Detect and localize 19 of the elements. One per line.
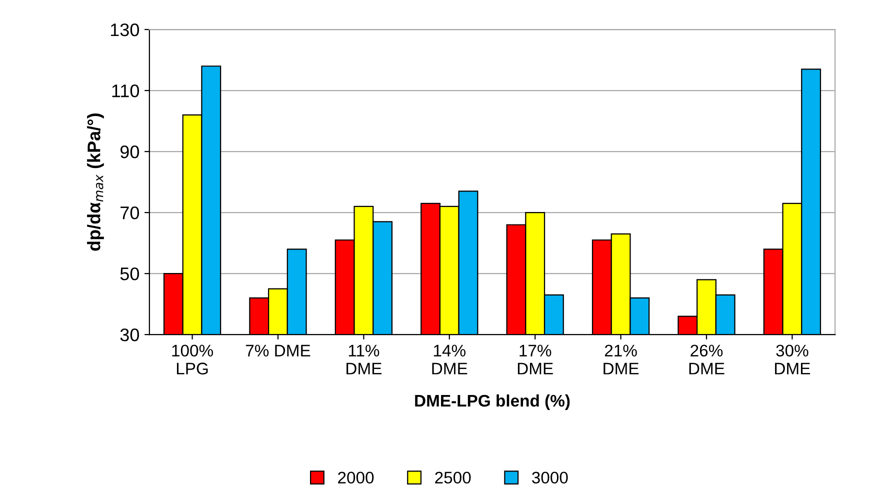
x-axis-title: DME-LPG blend (%)	[415, 394, 570, 410]
y-tick-label: 90	[120, 145, 140, 158]
x-tick-label: 14% DME	[432, 344, 468, 374]
x-tick-label: 21% DME	[604, 344, 639, 374]
legend-label: 2000	[338, 472, 374, 484]
y-tick-label: 50	[120, 267, 140, 280]
y-tick-label: 30	[120, 328, 140, 342]
x-tick-label: 11% DME	[346, 344, 382, 374]
y-axis-title: dp/dα$_{max}$ (kPa/°)	[87, 114, 104, 251]
y-tick-label: 70	[120, 206, 140, 220]
x-tick-label: 100% LPG	[172, 344, 214, 374]
legend-label: 3000	[532, 472, 568, 484]
x-tick-label: 17% DME	[518, 344, 553, 374]
x-tick-label: 26% DME	[689, 344, 724, 374]
x-tick-label: 30% DME	[775, 344, 810, 374]
x-tick-label: 7% DME	[246, 344, 310, 356]
legend-label: 2500	[435, 472, 471, 484]
y-tick-label: 130	[110, 23, 140, 36]
y-tick-label: 110	[112, 84, 140, 98]
